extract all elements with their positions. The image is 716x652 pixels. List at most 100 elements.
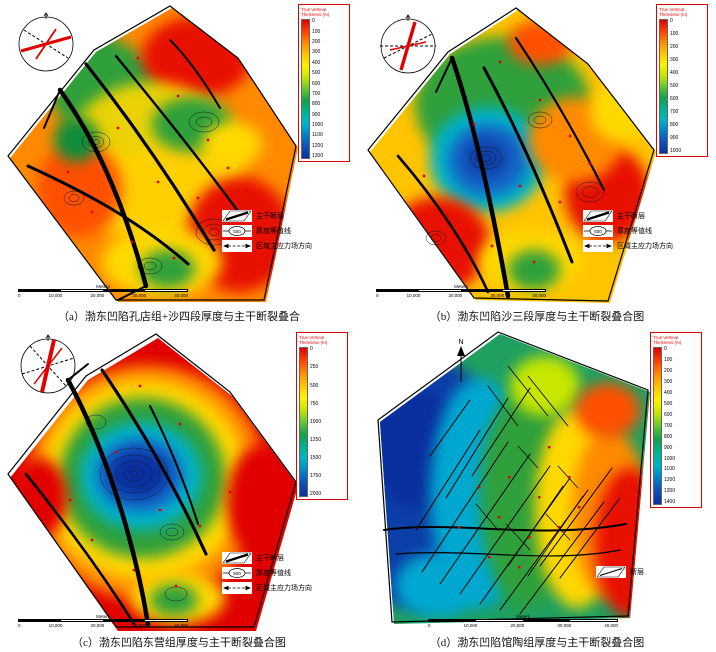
scale-bar-b: Meters 0 10,000 20,000 30,000 40,000: [376, 284, 546, 298]
fault-symbol: [583, 210, 613, 222]
caption-a: （a）渤东凹陷孔店组+沙四段厚度与主干断裂叠合: [57, 311, 301, 323]
colorbar-tick-label: 100: [670, 31, 679, 38]
colorbar-tick-label: 800: [664, 433, 673, 440]
fault-symbol: [222, 210, 252, 222]
scale-tick-label: 30,000: [132, 293, 147, 298]
caption-b: （b）渤东凹陷沙三段厚度与主干断裂叠合图: [429, 311, 645, 323]
legend-item-fault: 断层: [596, 566, 644, 578]
legend-item-stress: 区域主应力场方向: [222, 582, 312, 594]
colorbar-b: True Vertical Thickness (m) 0 100 200 300 40…: [656, 4, 708, 158]
fault-symbol: [596, 566, 626, 578]
fault-trend-lines: [20, 28, 72, 60]
map-area-b: True Vertical Thickness (m) 0 100 200 300 40…: [358, 0, 716, 306]
scale-tick-label: 40,000: [604, 623, 618, 628]
colorbar-tick-label: 200: [664, 368, 673, 375]
colorbar-tick-label: 1200: [664, 477, 676, 484]
colorbar-tick-label: 900: [312, 111, 321, 118]
colorbar-tick-label: 2000: [310, 491, 322, 498]
contour-symbol: 500: [222, 225, 252, 237]
colorbar-tick-label: 700: [312, 90, 321, 97]
colorbar-tick-label: 0: [670, 18, 673, 25]
colorbar-tick-label: 500: [670, 83, 679, 90]
colorbar-tick-label: 200: [312, 39, 321, 46]
fault-trend-lines: [389, 21, 427, 71]
stress-direction-symbol: [222, 240, 252, 252]
colorbar-ticks: 0 100 200 300 400 500 600 700 800 900 1000 1100 1200…: [664, 347, 675, 505]
colorbar-gradient: [659, 19, 668, 155]
map-area-d: N True Vertical Thickness (m) 0 100 200 300…: [358, 326, 716, 632]
colorbar-tick-label: 300: [670, 57, 679, 64]
caption-c: （c）渤东凹陷东营组厚度与主干断裂叠合图: [72, 637, 286, 649]
scale-bar-line: [428, 619, 618, 622]
north-tick: [45, 334, 51, 341]
scale-tick-label: 0: [428, 623, 431, 628]
scale-tick-labels: 0 10,000 20,000 30,000 40,000: [18, 293, 188, 298]
colorbar-tick-label: 800: [670, 122, 679, 129]
colorbar-tick-label: 1000: [312, 122, 324, 129]
colorbar-tick-label: 0: [664, 346, 667, 353]
rose-diagram-c: [20, 334, 76, 394]
colorbar-tick-label: 0: [312, 18, 315, 25]
colorbar-tick-label: 300: [312, 49, 321, 56]
legend-item-fault: 主干断层: [222, 210, 312, 222]
scale-bar-line: [18, 619, 188, 622]
colorbar-tick-label: 1100: [664, 466, 675, 473]
colorbar-tick-label: 400: [312, 59, 321, 66]
fault-trend-lines: [33, 339, 63, 393]
scale-bar-d: Meters 0 10,000 20,000 30,000 40,000: [428, 614, 618, 628]
north-arrow: N: [457, 339, 465, 382]
scale-tick-label: 10,000: [48, 293, 63, 298]
north-arrow-head: [457, 346, 465, 356]
panel-a: True Vertical Thickness (m) 0 100 200 300 40…: [0, 0, 358, 326]
legend-item-contour: 500 厚度等值线: [222, 567, 312, 579]
scale-tick-label: 40,000: [532, 293, 546, 298]
colorbar-title: True Vertical Thickness (m): [299, 335, 328, 346]
colorbar-title: True Vertical Thickness (m): [301, 7, 330, 18]
contour-symbol: 500: [583, 225, 613, 237]
scale-tick-labels: 0 10,000 20,000 30,000 40,000: [428, 623, 618, 628]
colorbar-tick-label: 1300: [312, 153, 324, 160]
scale-tick-label: 10,000: [406, 293, 421, 298]
colorbar-tick-label: 700: [670, 109, 679, 116]
colorbar-tick-label: 200: [670, 44, 679, 51]
map-legend-a: 主干断层 500 厚度等值线 区域主应力场方向: [222, 210, 312, 252]
map-legend-d: 断层: [596, 566, 644, 578]
legend-item-fault: 主干断层: [583, 210, 673, 222]
scale-tick-label: 20,000: [90, 293, 105, 298]
scale-tick-label: 30,000: [557, 623, 572, 628]
contour-value: 500: [594, 229, 602, 234]
legend-label: 厚度等值线: [256, 228, 291, 235]
colorbar-tick-label: 100: [664, 357, 673, 364]
colorbar-tick-label: 1250: [310, 436, 322, 443]
legend-label: 厚度等值线: [256, 570, 291, 577]
colorbar-gradient: [299, 347, 308, 498]
map-area-a: True Vertical Thickness (m) 0 100 200 300 40…: [0, 0, 358, 306]
legend-label: 区域主应力场方向: [256, 585, 312, 592]
colorbar-tick-label: 700: [664, 422, 673, 429]
scale-bar-c: Meters 0 10,000 20,000 30,000 40,000: [18, 614, 188, 628]
colorbar-gradient: [301, 19, 310, 160]
scale-tick-label: 10,000: [48, 623, 63, 628]
legend-item-contour: 500 厚度等值线: [222, 225, 312, 237]
colorbar-tick-label: 500: [312, 70, 321, 77]
scale-tick-label: 0: [18, 293, 21, 298]
scale-tick-label: 0: [376, 293, 379, 298]
scale-bar-line: [18, 289, 188, 292]
scale-tick-label: 30,000: [490, 293, 505, 298]
colorbar-tick-label: 100: [312, 28, 321, 35]
colorbar-ticks: 0 100 200 300 400 500 600 700 800 900 1000 1100 1200…: [312, 19, 323, 159]
legend-label: 厚度等值线: [617, 228, 652, 235]
colorbar-tick-label: 300: [664, 379, 673, 386]
north-tick: [43, 12, 49, 19]
scale-bar-line: [376, 289, 546, 292]
colorbar-tick-label: 1000: [310, 418, 322, 425]
scale-tick-label: 40,000: [174, 623, 188, 628]
colorbar-ticks: 0 100 200 300 400 500 600 700 800 900 1000: [670, 19, 681, 154]
colorbar-tick-label: 400: [664, 390, 673, 397]
colorbar-tick-label: 1500: [310, 455, 322, 462]
legend-item-stress: 区域主应力场方向: [583, 240, 673, 252]
panel-b: True Vertical Thickness (m) 0 100 200 300 40…: [358, 0, 716, 326]
legend-label: 区域主应力场方向: [256, 243, 312, 250]
scale-tick-label: 30,000: [132, 623, 147, 628]
contour-symbol: 500: [222, 567, 252, 579]
